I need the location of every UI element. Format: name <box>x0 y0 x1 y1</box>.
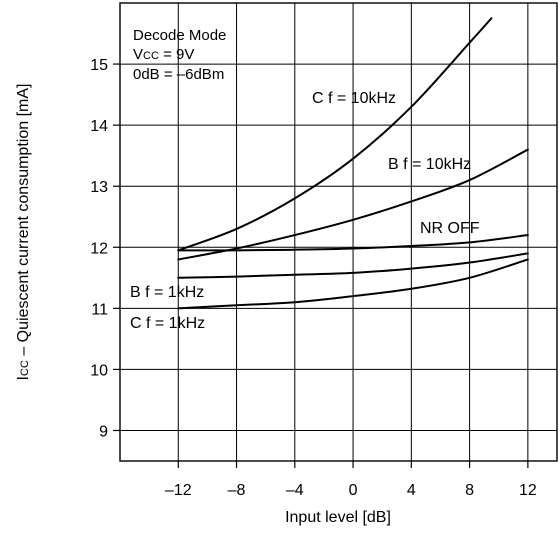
conditions-text: Decode Mode VCC = 9V 0dB = –6dBm <box>133 27 226 83</box>
series-label-b-10khz: B f = 10kHz <box>388 156 471 173</box>
y-tick-label: 10 <box>90 362 108 379</box>
y-tick-label: 13 <box>90 179 108 196</box>
series-label-nr-off: NR OFF <box>420 220 480 237</box>
x-tick-label: 0 <box>349 482 358 499</box>
x-tick-label: 4 <box>407 482 416 499</box>
condition-decode-mode: Decode Mode <box>133 27 226 44</box>
x-tick-label: –8 <box>228 482 246 499</box>
series-line-4 <box>177 258 529 310</box>
series-label-b-1khz: B f = 1kHz <box>130 284 204 301</box>
y-tick-label: 12 <box>90 240 108 257</box>
series-line-3 <box>177 252 529 279</box>
grid <box>120 3 557 461</box>
x-axis-title: Input level [dB] <box>285 509 391 526</box>
series-labels: C f = 10kHz B f = 10kHz NR OFF B f = 1kH… <box>130 90 480 332</box>
y-tick-label: 14 <box>90 118 108 135</box>
condition-vcc: VCC = 9V <box>133 46 194 63</box>
x-tick-label: –12 <box>165 482 192 499</box>
y-tick-label: 15 <box>90 57 108 74</box>
y-tick-label: 11 <box>91 301 108 318</box>
x-tick-label: 12 <box>519 482 537 499</box>
plot-frame <box>119 2 558 462</box>
series-label-c-1khz: C f = 1kHz <box>130 315 205 332</box>
y-axis-title: ICC – Quiescent current consumption [mA] <box>15 84 32 381</box>
series-line-1 <box>177 148 529 261</box>
condition-reference-level: 0dB = –6dBm <box>133 66 224 83</box>
series-line-2 <box>177 234 529 252</box>
series-lines <box>177 17 529 310</box>
series-line-0 <box>177 17 493 252</box>
x-tick-label: 8 <box>465 482 474 499</box>
axis-ticks: –12 –8 –4 0 4 8 12 9 10 11 12 13 14 15 <box>90 57 537 499</box>
series-label-c-10khz: C f = 10kHz <box>312 90 396 107</box>
y-tick-label: 9 <box>99 423 108 440</box>
x-tick-label: –4 <box>286 482 304 499</box>
